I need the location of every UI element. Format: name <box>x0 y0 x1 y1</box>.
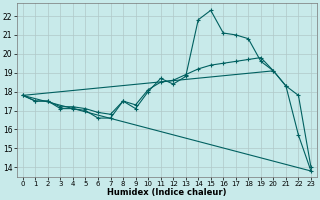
X-axis label: Humidex (Indice chaleur): Humidex (Indice chaleur) <box>107 188 227 197</box>
